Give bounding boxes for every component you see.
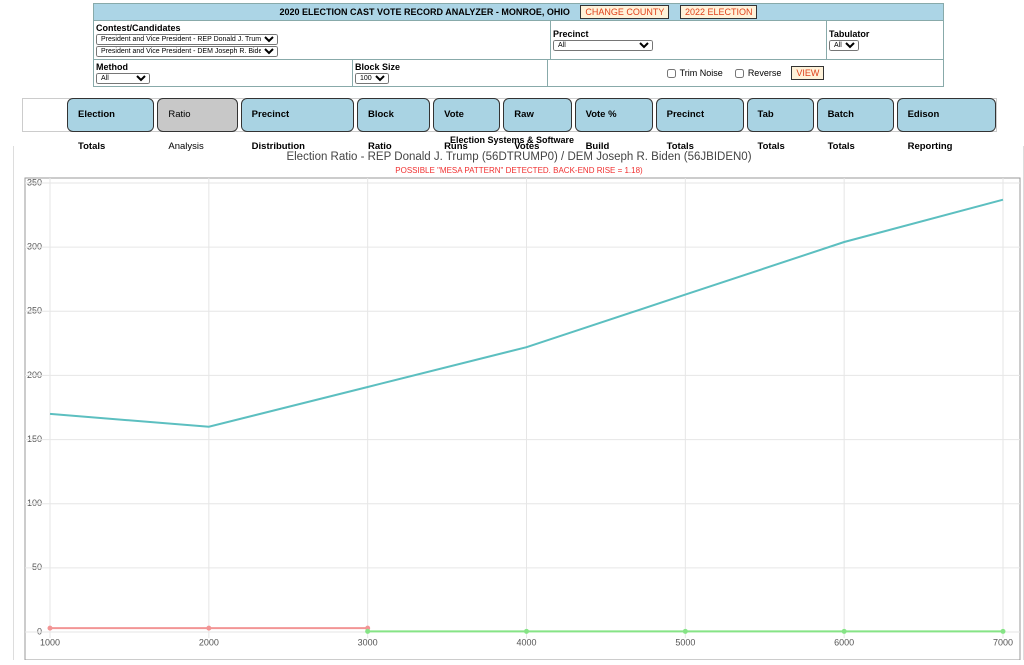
point [524, 628, 529, 634]
x-tick-label: 5000 [675, 637, 695, 647]
y-tick-label: 100 [27, 498, 42, 508]
x-tick-label: 7000 [993, 637, 1013, 647]
tab-button[interactable]: Election Totals [67, 98, 155, 152]
form-header: 2020 ELECTION CAST VOTE RECORD ANALYZER … [94, 4, 943, 21]
method-select[interactable]: All [96, 73, 150, 84]
x-tick-label: 4000 [516, 637, 536, 647]
precinct-select[interactable]: All [553, 40, 653, 51]
vendor-label: Election Systems & Software [449, 135, 575, 145]
candidate-select[interactable]: President and Vice President - REP Donal… [96, 34, 278, 45]
tab-button[interactable]: Edison Reporting [896, 98, 996, 152]
tab-button[interactable]: Vote % Build [574, 98, 653, 152]
tab-bar: Election Totals Ratio Analysis Precinct Di… [22, 98, 997, 152]
y-tick-label: 200 [27, 370, 42, 380]
point [841, 628, 847, 634]
block-size-select[interactable]: 1000 [355, 73, 389, 84]
view-button[interactable]: VIEW [791, 66, 825, 80]
tab-button[interactable]: Tab Totals [746, 98, 814, 152]
app-title: 2020 ELECTION CAST VOTE RECORD ANALYZER … [279, 7, 570, 17]
tabulator-select[interactable]: All [829, 40, 859, 51]
contest-cell: Contest/Candidates President and Vice Pr… [94, 21, 551, 59]
precinct-cell: Precinct All [551, 21, 827, 59]
trim-noise-label: Trim Noise [679, 68, 723, 78]
point [206, 625, 212, 631]
options-cell: Trim Noise Reverse VIEW [548, 60, 943, 86]
point [682, 628, 688, 634]
tab-button[interactable]: Precinct Distribution [240, 98, 354, 152]
contest-label: Contest/Candidates [96, 23, 181, 33]
plot-border [24, 177, 1021, 661]
tab-button[interactable]: Raw Votes [503, 98, 572, 152]
election-button[interactable]: 2022 ELECTION [679, 5, 758, 19]
y-tick-label: 300 [27, 242, 42, 252]
reverse-label: Reverse [747, 68, 782, 78]
tab-button[interactable]: Block Ratio [356, 98, 431, 152]
reverse-checkbox[interactable] [734, 68, 744, 78]
x-tick-label: 6000 [834, 637, 854, 647]
x-tick-label: 3000 [358, 637, 378, 647]
chart-panel: Election Ratio - REP Donald J. Trump (56… [13, 146, 1024, 661]
tab-button[interactable]: Ratio Analysis [157, 98, 238, 152]
y-tick-label: 350 [27, 177, 42, 187]
precinct-label: Precinct [553, 29, 589, 39]
x-tick-label: 2000 [199, 637, 219, 647]
y-tick-label: 150 [27, 434, 42, 444]
y-tick-label: 50 [32, 562, 42, 572]
y-tick-label: 0 [37, 626, 42, 636]
tab-button[interactable]: Vote Runs [433, 98, 501, 152]
trim-noise-checkbox[interactable] [666, 68, 676, 78]
y-tick-label: 250 [27, 306, 42, 316]
candidate-select[interactable]: President and Vice President - DEM Josep… [96, 46, 278, 57]
block-size-label: Block Size [355, 62, 401, 72]
form-row: Method All Block Size 1000 Trim Noise Re… [94, 60, 943, 86]
tab-button[interactable]: Batch Totals [816, 98, 894, 152]
method-cell: Method All [94, 60, 353, 86]
change-county-button[interactable]: CHANGE COUNTY [580, 5, 670, 19]
chart: Election Ratio - REP Donald J. Trump (56… [24, 151, 1021, 661]
form-row: Contest/Candidates President and Vice Pr… [94, 21, 943, 60]
point [365, 628, 371, 634]
tab-button[interactable]: Precinct Totals [655, 98, 744, 152]
tabulator-label: Tabulator [829, 29, 870, 39]
point [47, 625, 53, 631]
series-line [49, 198, 1004, 428]
chart-title: Election Ratio - REP Donald J. Trump (56… [286, 151, 751, 163]
analyzer-form: 2020 ELECTION CAST VOTE RECORD ANALYZER … [93, 3, 944, 87]
x-tick-label: 1000 [40, 637, 60, 647]
method-label: Method [96, 62, 128, 72]
point [1000, 628, 1006, 634]
block-size-cell: Block Size 1000 [353, 60, 548, 86]
tabulator-cell: Tabulator All [827, 21, 871, 59]
chart-subtitle: POSSIBLE "MESA PATTERN" DETECTED. BACK-E… [395, 166, 643, 175]
